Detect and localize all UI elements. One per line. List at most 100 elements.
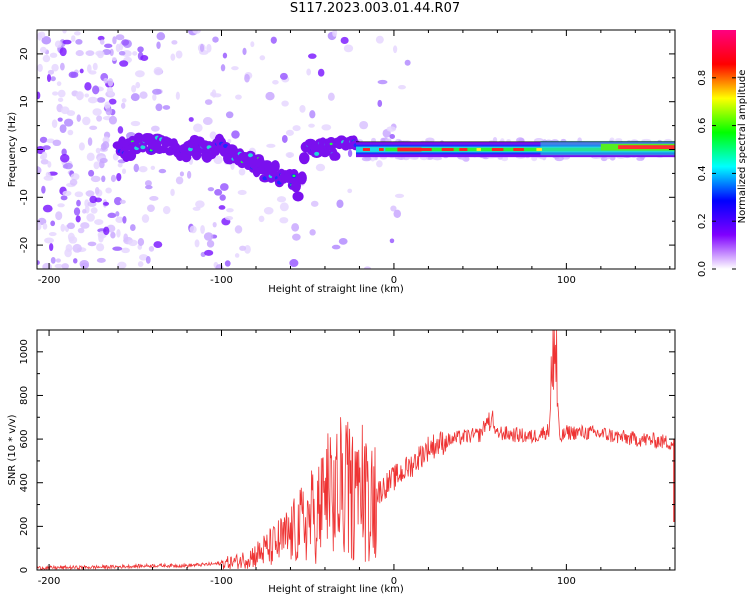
noise-speck (78, 142, 85, 151)
noise-speck (259, 55, 266, 61)
snr-line (37, 330, 675, 570)
noise-speck (145, 185, 153, 190)
x-tick-label: -100 (210, 576, 233, 587)
noise-speck (155, 103, 163, 112)
noise-speck (204, 249, 214, 256)
noise-speck (225, 216, 234, 221)
noise-speck (266, 143, 276, 148)
noise-speck (116, 228, 121, 238)
noise-speck (279, 72, 288, 80)
noise-speck (68, 71, 77, 78)
band-core (385, 147, 675, 152)
noise-speck (189, 225, 197, 234)
noise-speck (79, 68, 84, 74)
noise-speck (141, 214, 150, 223)
x-tick-label: 100 (557, 275, 576, 286)
noise-speck (63, 118, 74, 127)
noise-speck (138, 165, 148, 173)
noise-speck (279, 217, 289, 224)
noise-speck (57, 89, 66, 98)
noise-speck (43, 175, 54, 181)
noise-speck (130, 93, 140, 102)
noise-speck (90, 207, 98, 214)
noise-speck (87, 96, 98, 104)
band-peak (513, 148, 524, 151)
noise-speck (279, 202, 289, 212)
noise-speck (146, 204, 155, 212)
noise-speck (309, 110, 316, 119)
noise-speck (150, 165, 156, 171)
noise-speck (49, 52, 58, 58)
noise-speck (220, 64, 226, 72)
noise-speck (207, 187, 215, 192)
noise-speck (153, 241, 163, 249)
noise-speck (321, 124, 332, 131)
noise-speck (60, 153, 70, 163)
noise-speck (96, 115, 103, 122)
x-tick-label: -200 (38, 275, 61, 286)
signal-blob (134, 132, 144, 142)
noise-speck (59, 62, 65, 71)
noise-speck (57, 203, 65, 208)
y-tick-label: 600 (19, 430, 30, 449)
signal-blob (297, 171, 307, 185)
noise-speck (102, 49, 112, 56)
signal-core (140, 145, 146, 150)
noise-speck (90, 175, 101, 183)
noise-speck (75, 215, 81, 223)
noise-speck (110, 231, 116, 239)
noise-speck (74, 191, 84, 198)
noise-speck (42, 54, 51, 63)
noise-speck (204, 99, 213, 105)
noise-speck (57, 117, 63, 122)
noise-speck (148, 246, 155, 252)
noise-speck (123, 233, 129, 243)
x-tick-label: 100 (557, 576, 576, 587)
noise-speck (134, 70, 145, 78)
noise-speck (61, 263, 69, 269)
noise-speck (140, 54, 149, 61)
noise-speck (52, 139, 62, 147)
noise-speck (39, 46, 47, 54)
noise-speck (98, 160, 105, 169)
noise-speck (347, 149, 353, 158)
noise-speck (234, 225, 243, 234)
noise-speck (67, 129, 74, 136)
noise-speck (213, 155, 223, 165)
noise-speck (41, 185, 46, 194)
noise-speck (289, 259, 299, 267)
band-peak (536, 148, 542, 151)
noise-speck (119, 60, 129, 67)
band-peak (491, 148, 504, 151)
x-tick-label: 0 (391, 275, 397, 286)
noise-speck (389, 238, 395, 244)
y-tick-label: 10 (19, 95, 30, 108)
noise-speck (171, 40, 178, 45)
noise-speck (151, 125, 160, 132)
line-area (37, 330, 675, 570)
noise-speck (59, 124, 67, 133)
noise-speck (139, 254, 149, 261)
noise-speck (200, 224, 205, 234)
noise-speck (193, 123, 203, 133)
noise-speck (310, 200, 319, 207)
noise-speck (57, 97, 64, 103)
noise-speck (292, 233, 301, 241)
noise-speck (152, 88, 162, 95)
noise-speck (117, 261, 127, 269)
noise-speck (215, 264, 224, 269)
noise-speck (121, 168, 127, 175)
noise-speck (343, 44, 354, 53)
noise-speck (41, 36, 52, 45)
noise-speck (263, 206, 274, 215)
noise-speck (85, 190, 95, 197)
noise-speck (364, 266, 371, 269)
noise-speck (94, 219, 104, 225)
noise-speck (95, 147, 101, 154)
noise-speck (130, 120, 141, 127)
noise-speck (317, 68, 325, 77)
noise-speck (103, 77, 108, 84)
noise-speck (61, 148, 67, 156)
noise-speck (242, 47, 247, 56)
